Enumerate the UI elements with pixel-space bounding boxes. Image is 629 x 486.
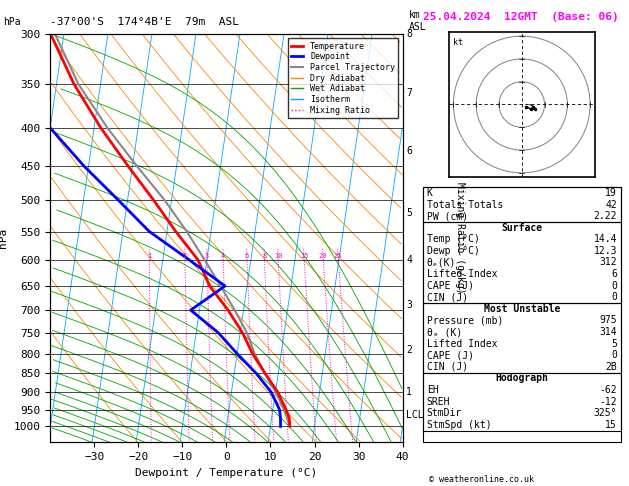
- Text: 0: 0: [611, 281, 617, 291]
- Text: EH: EH: [426, 385, 438, 395]
- Text: K: K: [426, 188, 433, 198]
- Text: 325°: 325°: [593, 408, 617, 418]
- Text: 1: 1: [406, 387, 412, 397]
- Bar: [423, 222, 621, 303]
- Text: 3: 3: [406, 300, 412, 311]
- Text: 5: 5: [611, 339, 617, 348]
- Text: km
ASL: km ASL: [409, 10, 426, 32]
- Text: Lifted Index: Lifted Index: [426, 269, 497, 279]
- Text: θₑ (K): θₑ (K): [426, 327, 462, 337]
- Text: 15: 15: [300, 253, 308, 259]
- Bar: [423, 187, 621, 222]
- Text: 314: 314: [599, 327, 617, 337]
- Text: 14.4: 14.4: [593, 234, 617, 244]
- Text: kt: kt: [454, 38, 464, 48]
- Text: 25: 25: [334, 253, 342, 259]
- Text: CAPE (J): CAPE (J): [426, 350, 474, 360]
- Text: 5: 5: [406, 208, 412, 218]
- Legend: Temperature, Dewpoint, Parcel Trajectory, Dry Adiabat, Wet Adiabat, Isotherm, Mi: Temperature, Dewpoint, Parcel Trajectory…: [287, 38, 398, 118]
- Text: 6: 6: [245, 253, 249, 259]
- Text: © weatheronline.co.uk: © weatheronline.co.uk: [429, 474, 534, 484]
- Text: θₑ(K): θₑ(K): [426, 258, 456, 267]
- Text: -37°00'S  174°4B'E  79m  ASL: -37°00'S 174°4B'E 79m ASL: [50, 17, 239, 27]
- Text: 20: 20: [319, 253, 327, 259]
- Text: Surface: Surface: [501, 223, 542, 233]
- Text: -12: -12: [599, 397, 617, 407]
- Text: 2.22: 2.22: [593, 211, 617, 221]
- Text: 15: 15: [605, 420, 617, 430]
- Text: 312: 312: [599, 258, 617, 267]
- Text: Totals Totals: Totals Totals: [426, 200, 503, 209]
- Y-axis label: Mixing Ratio (g/kg): Mixing Ratio (g/kg): [455, 182, 465, 294]
- Text: CAPE (J): CAPE (J): [426, 281, 474, 291]
- Text: 42: 42: [605, 200, 617, 209]
- Text: 975: 975: [599, 315, 617, 326]
- Text: -62: -62: [599, 385, 617, 395]
- Text: 12.3: 12.3: [593, 246, 617, 256]
- Text: 2B: 2B: [605, 362, 617, 372]
- Text: Pressure (mb): Pressure (mb): [426, 315, 503, 326]
- Bar: [423, 303, 621, 373]
- Text: Temp (°C): Temp (°C): [426, 234, 479, 244]
- Text: LCL: LCL: [406, 410, 424, 420]
- Text: 4: 4: [406, 255, 412, 265]
- Text: hPa: hPa: [3, 17, 21, 27]
- Text: StmSpd (kt): StmSpd (kt): [426, 420, 491, 430]
- Y-axis label: hPa: hPa: [0, 228, 8, 248]
- Text: 6: 6: [611, 269, 617, 279]
- Text: CIN (J): CIN (J): [426, 292, 468, 302]
- Text: Lifted Index: Lifted Index: [426, 339, 497, 348]
- Text: Most Unstable: Most Unstable: [484, 304, 560, 314]
- Text: PW (cm): PW (cm): [426, 211, 468, 221]
- Text: 4: 4: [221, 253, 225, 259]
- Text: 1: 1: [147, 253, 152, 259]
- Text: 2: 2: [183, 253, 187, 259]
- Text: SREH: SREH: [426, 397, 450, 407]
- Text: 0: 0: [611, 350, 617, 360]
- Bar: [423, 373, 621, 431]
- Text: 25.04.2024  12GMT  (Base: 06): 25.04.2024 12GMT (Base: 06): [423, 12, 618, 22]
- Text: 8: 8: [262, 253, 266, 259]
- X-axis label: Dewpoint / Temperature (°C): Dewpoint / Temperature (°C): [135, 468, 318, 478]
- Text: 0: 0: [611, 292, 617, 302]
- Text: 10: 10: [274, 253, 282, 259]
- Text: Dewp (°C): Dewp (°C): [426, 246, 479, 256]
- Text: 19: 19: [605, 188, 617, 198]
- Text: 8: 8: [406, 29, 412, 39]
- Text: Hodograph: Hodograph: [495, 373, 548, 383]
- Text: 3: 3: [205, 253, 209, 259]
- Text: StmDir: StmDir: [426, 408, 462, 418]
- Text: CIN (J): CIN (J): [426, 362, 468, 372]
- Text: 7: 7: [406, 88, 412, 99]
- Text: 6: 6: [406, 146, 412, 156]
- Text: 2: 2: [406, 345, 412, 355]
